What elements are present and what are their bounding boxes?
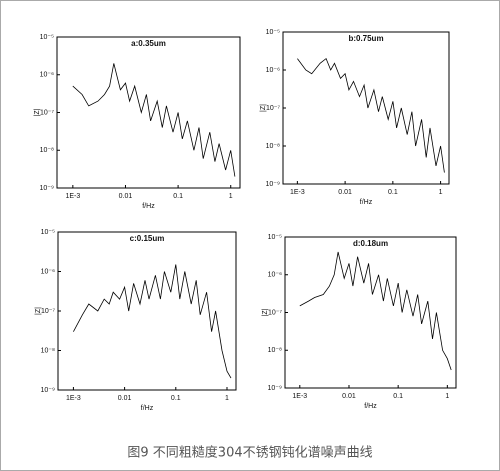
y-tick-label: 10⁻⁷ (40, 109, 54, 116)
chart-title: d:0.18um (353, 239, 388, 248)
caption: 图9 不同粗糙度304不锈钢钝化谱噪声曲线 (127, 445, 372, 461)
y-tick-label: 10⁻⁹ (41, 387, 55, 394)
x-tick-label: 0.01 (119, 193, 133, 200)
y-tick-label: 10⁻⁹ (266, 181, 280, 188)
y-tick-label: 10⁻⁵ (40, 34, 54, 41)
y-axis-label: |Z| (262, 308, 269, 316)
x-axis-label: f/Hz (360, 199, 373, 206)
x-tick-label: 1 (445, 393, 449, 400)
chart-title: b:0.75um (348, 34, 383, 43)
x-tick-label: 1E-3 (65, 193, 80, 200)
x-axis-label: f/Hz (141, 405, 154, 412)
y-tick-label: 10⁻⁵ (41, 229, 55, 236)
x-tick-label: 0.1 (173, 193, 183, 200)
x-tick-label: 1 (439, 189, 443, 196)
y-tick-label: 10⁻⁷ (268, 309, 282, 316)
y-tick-label: 10⁻⁶ (41, 268, 55, 275)
x-tick-label: 1 (225, 395, 229, 402)
x-tick-label: 0.01 (342, 393, 356, 400)
chart-title: c:0.15um (130, 234, 165, 243)
x-tick-label: 0.1 (393, 393, 403, 400)
x-axis-label: f/Hz (142, 203, 155, 210)
y-tick-label: 10⁻⁷ (266, 105, 280, 112)
x-axis-label: f/Hz (364, 403, 377, 410)
y-tick-label: 10⁻⁸ (268, 347, 282, 354)
y-tick-label: 10⁻⁶ (266, 67, 280, 74)
spectrum-line (72, 63, 236, 177)
x-tick-label: 0.01 (338, 189, 352, 196)
x-tick-label: 0.01 (118, 395, 132, 402)
y-tick-label: 10⁻⁸ (40, 147, 54, 154)
spectrum-line (297, 57, 445, 173)
y-axis-label: |Z| (260, 104, 267, 112)
y-tick-label: 10⁻⁵ (268, 234, 282, 241)
y-tick-label: 10⁻⁶ (268, 272, 282, 279)
chart-title: a:0.35um (131, 39, 166, 48)
x-tick-label: 0.1 (171, 395, 181, 402)
y-axis-label: |Z| (35, 307, 42, 315)
spectrum-line (299, 251, 452, 371)
x-tick-label: 1E-3 (66, 395, 81, 402)
y-axis-label: |Z| (34, 108, 41, 116)
y-tick-label: 10⁻⁸ (41, 347, 55, 354)
x-tick-label: 1 (229, 193, 233, 200)
y-tick-label: 10⁻⁹ (40, 185, 54, 192)
spectrum-line (73, 264, 232, 379)
y-tick-label: 10⁻⁷ (41, 308, 55, 315)
y-tick-label: 10⁻⁸ (266, 143, 280, 150)
x-tick-label: 0.1 (388, 189, 398, 196)
x-tick-label: 1E-3 (290, 189, 305, 196)
y-tick-label: 10⁻⁵ (266, 29, 280, 36)
x-tick-label: 1E-3 (292, 393, 307, 400)
y-tick-label: 10⁻⁶ (40, 72, 54, 79)
y-tick-label: 10⁻⁹ (268, 385, 282, 392)
